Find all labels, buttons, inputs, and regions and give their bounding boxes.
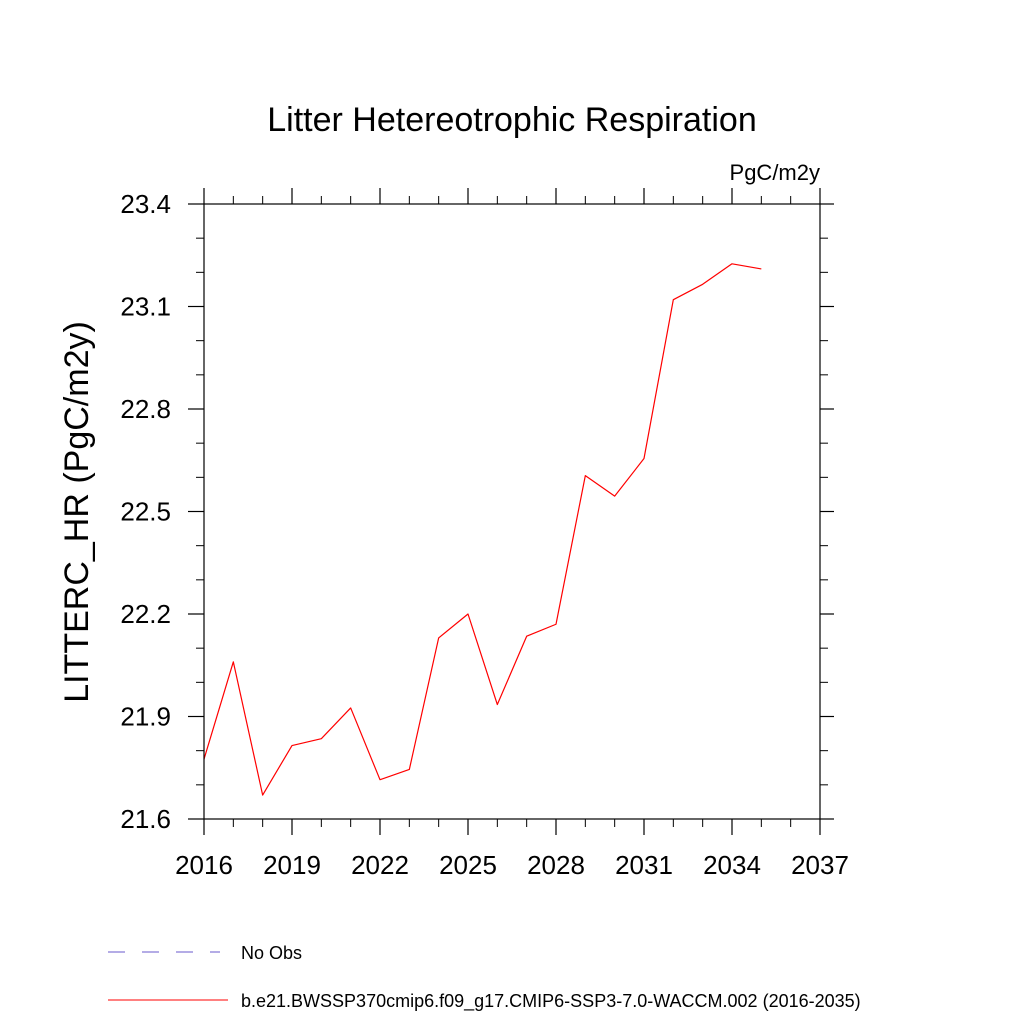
x-tick-label: 2016 [175, 850, 233, 880]
y-tick-label: 21.9 [120, 702, 171, 732]
y-tick-label: 21.6 [120, 804, 171, 834]
y-tick-label: 23.4 [120, 189, 171, 219]
y-axis-label: LITTERC_HR (PgC/m2y) [58, 321, 96, 703]
x-tick-label: 2031 [615, 850, 673, 880]
x-tick-label: 2034 [703, 850, 761, 880]
series-line-0 [203, 263, 762, 796]
y-tick-label: 22.2 [120, 599, 171, 629]
x-tick-label: 2028 [527, 850, 585, 880]
legend-label-1: b.e21.BWSSP370cmip6.f09_g17.CMIP6-SSP3-7… [241, 991, 861, 1012]
series-layer [203, 263, 762, 796]
axis-tick-labels: 2016 2019 2022 2025 2028 2031 2034 2037 21.6 21.9… [120, 189, 849, 880]
y-tick-label: 22.5 [120, 497, 171, 527]
y-tick-label: 23.1 [120, 292, 171, 322]
legend: No Obs b.e21.BWSSP370cmip6.f09_g17.CMIP6-… [108, 943, 861, 1012]
plot-frame [203, 203, 821, 820]
y-tick-label: 22.8 [120, 394, 171, 424]
x-tick-label: 2025 [439, 850, 497, 880]
x-tick-label: 2019 [263, 850, 321, 880]
x-tick-label: 2037 [791, 850, 849, 880]
axis-ticks [188, 188, 834, 835]
units-label: PgC/m2y [730, 160, 820, 185]
legend-label-0: No Obs [241, 943, 302, 963]
chart-title: Litter Hetereotrophic Respiration [267, 101, 756, 139]
x-tick-label: 2022 [351, 850, 409, 880]
